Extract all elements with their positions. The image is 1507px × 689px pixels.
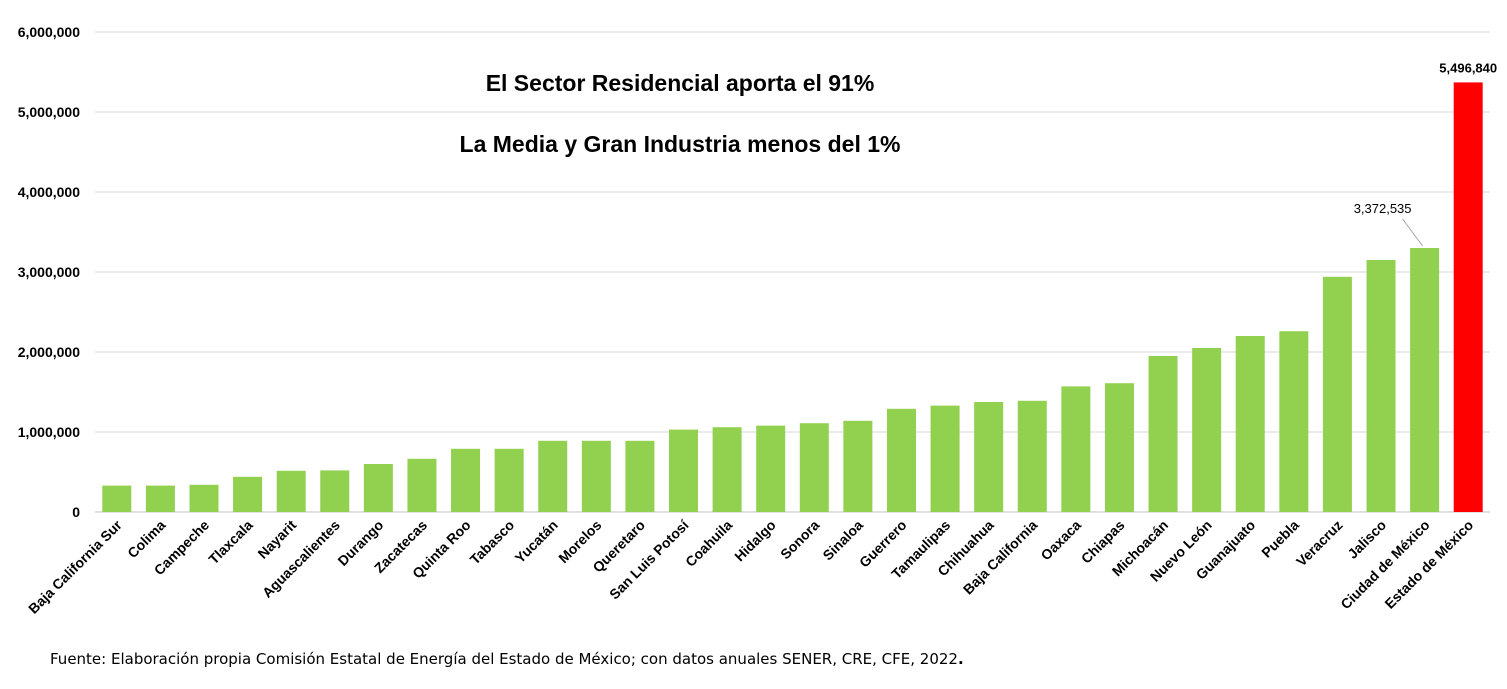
y-tick-label: 3,000,000 <box>18 264 80 280</box>
bar <box>1148 356 1178 512</box>
x-tick-label: Baja California <box>960 517 1041 598</box>
y-tick-label: 2,000,000 <box>18 344 80 360</box>
bar <box>102 485 132 512</box>
x-tick-label: Tlaxcala <box>205 517 256 568</box>
annotation-industry: La Media y Gran Industria menos del 1% <box>460 131 901 157</box>
bar <box>1366 260 1396 512</box>
bar <box>843 420 873 512</box>
bar <box>1235 336 1265 512</box>
bar <box>538 440 568 512</box>
x-tick-label: Aguascalientes <box>259 517 343 601</box>
bar <box>451 448 481 512</box>
bar <box>625 440 655 512</box>
x-tick-label: Oaxaca <box>1037 517 1084 564</box>
data-labels: 3,372,535 5,496,840 <box>1354 60 1497 247</box>
y-tick-label: 1,000,000 <box>18 424 80 440</box>
x-tick-label: Veracruz <box>1293 517 1346 570</box>
bar <box>145 485 175 512</box>
bar <box>974 402 1004 512</box>
data-label: 3,372,535 <box>1354 201 1412 216</box>
bar <box>276 470 306 512</box>
x-tick-label: Baja California Sur <box>25 516 125 616</box>
bar <box>930 405 960 512</box>
x-axis: Baja California Sur ColimaCampecheTlaxcal… <box>25 516 1476 617</box>
bar <box>1322 276 1352 512</box>
y-tick-label: 4,000,000 <box>18 184 80 200</box>
y-tick-label: 5,000,000 <box>18 104 80 120</box>
bar <box>363 464 393 512</box>
x-tick-label: San Luis Potosí <box>606 516 692 602</box>
source-period: . <box>957 650 964 668</box>
bar <box>1061 386 1091 512</box>
x-tick-label: Puebla <box>1258 517 1302 561</box>
bar <box>1410 248 1440 512</box>
bar <box>494 448 524 512</box>
bar <box>756 425 786 512</box>
bar <box>189 484 219 512</box>
bars <box>102 82 1483 513</box>
bar <box>1017 400 1047 512</box>
x-tick-label: Yucatán <box>512 517 561 566</box>
x-tick-label: Hidalgo <box>731 517 779 565</box>
y-tick-label: 6,000,000 <box>18 24 80 40</box>
bar <box>712 427 742 512</box>
source-note: Fuente: Elaboración propia Comisión Esta… <box>50 650 964 668</box>
bar <box>581 440 611 512</box>
x-tick-label: Sonora <box>777 517 823 563</box>
source-text: Fuente: Elaboración propia Comisión Esta… <box>50 650 958 668</box>
bar <box>320 470 350 512</box>
data-label: 5,496,840 <box>1439 60 1497 75</box>
annotation-residential: El Sector Residencial aporta el 91% <box>486 70 875 96</box>
x-tick-label: Coahuila <box>682 517 735 570</box>
bar <box>799 423 829 512</box>
y-tick-label: 0 <box>72 504 80 520</box>
bar <box>1104 383 1134 512</box>
bar <box>407 458 437 512</box>
x-tick-label: Tabasco <box>467 517 518 568</box>
bar <box>1279 331 1309 512</box>
bar <box>1453 82 1483 513</box>
bar <box>1192 348 1222 512</box>
gridlines <box>95 31 1490 513</box>
bar <box>886 408 916 512</box>
bar <box>233 476 263 512</box>
bar <box>669 429 699 512</box>
data-label-leader <box>1402 218 1424 247</box>
